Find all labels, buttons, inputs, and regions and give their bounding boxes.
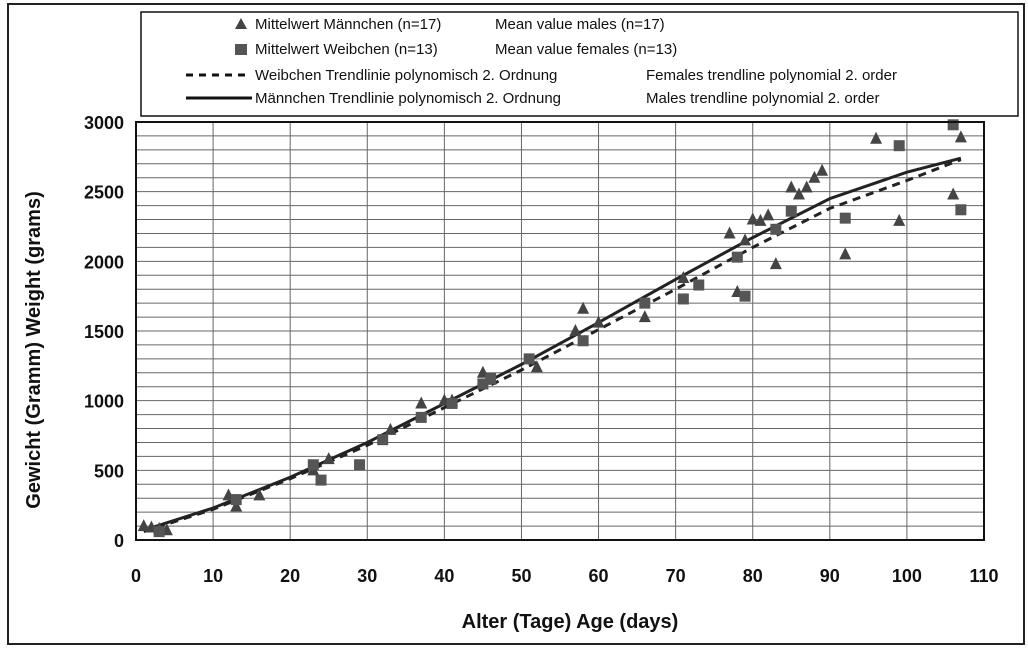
female-data-point	[485, 372, 497, 384]
plot-area: 0 10 20 30 40 50 60 70 80 90 100 110 0 500 1000 1500 20…	[84, 113, 999, 586]
female-data-point	[693, 279, 705, 291]
female-data-point	[677, 293, 689, 305]
female-data-point	[230, 494, 242, 506]
male-data-point	[870, 131, 883, 144]
legend-label-females-en: Mean value females (n=13)	[495, 41, 677, 58]
male-data-point	[739, 233, 752, 246]
legend-label-males-en: Mean value males (n=17)	[495, 16, 665, 33]
legend-label-males-de: Mittelwert Männchen (n=17)	[255, 16, 441, 33]
x-axis-label: Alter (Tage) Age (days)	[462, 611, 679, 633]
male-data-point	[677, 271, 690, 284]
male-data-point	[577, 301, 590, 314]
male-data-point	[754, 213, 767, 226]
female-data-point	[153, 526, 165, 538]
female-data-point	[354, 459, 366, 471]
female-data-point	[785, 205, 797, 217]
male-data-point	[800, 180, 813, 193]
male-data-point	[230, 499, 243, 512]
male-trendline	[143, 156, 962, 532]
y-tick-label: 2500	[84, 183, 124, 203]
x-tick-label: 10	[203, 566, 223, 586]
female-data-point	[415, 411, 427, 423]
female-data-point	[523, 353, 535, 365]
female-data-point	[639, 297, 651, 309]
female-data-point	[947, 119, 959, 131]
female-data-point	[731, 251, 743, 263]
legend-triangle-marker	[235, 18, 247, 29]
female-data-point	[577, 335, 589, 347]
female-data-point	[839, 212, 851, 224]
x-tick-label: 100	[892, 566, 922, 586]
y-tick-label: 500	[94, 461, 124, 481]
chart-frame	[7, 3, 1025, 645]
y-tick-labels: 0 500 1000 1500 2000 2500 3000	[84, 113, 124, 551]
male-data-point	[762, 208, 775, 221]
legend-label-male-trend-de: Männchen Trendlinie polynomisch 2. Ordnu…	[255, 90, 561, 107]
female-data-point	[893, 140, 905, 152]
legend-box	[140, 11, 1019, 117]
male-data-point	[137, 519, 150, 532]
male-data-point	[839, 247, 852, 260]
x-tick-label: 80	[743, 566, 763, 586]
female-data-point	[315, 474, 327, 486]
male-data-point	[785, 180, 798, 193]
male-data-point	[415, 396, 428, 409]
data-markers	[137, 119, 967, 538]
female-data-point	[770, 223, 782, 235]
y-tick-label: 3000	[84, 113, 124, 133]
male-data-point	[746, 212, 759, 225]
plot-border	[135, 121, 985, 541]
x-tick-labels: 0 10 20 30 40 50 60 70 80 90 100 110	[131, 566, 999, 586]
y-axis-label: Gewicht (Gramm) Weight (grams)	[23, 191, 45, 508]
male-data-point	[769, 257, 782, 270]
y-tick-label: 0	[114, 531, 124, 551]
male-data-point	[792, 187, 805, 200]
y-tick-label: 1500	[84, 322, 124, 342]
y-tick-label: 1000	[84, 392, 124, 412]
x-tick-label: 70	[666, 566, 686, 586]
male-data-point	[808, 170, 821, 183]
female-data-point	[377, 434, 389, 446]
male-data-point	[954, 130, 967, 143]
male-data-point	[253, 488, 266, 501]
x-tick-label: 30	[357, 566, 377, 586]
legend-label-females-de: Mittelwert Weibchen (n=13)	[255, 41, 438, 58]
male-data-point	[947, 187, 960, 200]
female-data-point	[477, 378, 489, 390]
trendlines	[143, 156, 962, 534]
y-tick-label: 2000	[84, 252, 124, 272]
male-data-point	[569, 324, 582, 336]
male-data-point	[893, 213, 906, 226]
male-data-point	[384, 422, 397, 435]
legend-label-female-trend-en: Females trendline polynomial 2. order	[646, 67, 897, 84]
male-data-point	[816, 163, 829, 176]
x-tick-label: 110	[969, 566, 998, 586]
x-tick-label: 60	[589, 566, 609, 586]
male-data-point	[723, 226, 736, 239]
male-data-point	[638, 310, 651, 323]
legend-label-male-trend-en: Males trendline polynomial 2. order	[646, 90, 879, 107]
x-tick-label: 90	[820, 566, 840, 586]
legend-square-marker	[235, 44, 247, 55]
legend-label-female-trend-de: Weibchen Trendlinie polynomisch 2. Ordnu…	[255, 67, 557, 84]
female-data-point	[307, 459, 319, 471]
x-tick-label: 0	[131, 566, 141, 586]
male-data-point	[592, 315, 605, 328]
female-data-point	[955, 204, 967, 216]
x-tick-label: 50	[511, 566, 531, 586]
male-data-point	[530, 360, 543, 373]
x-tick-label: 20	[280, 566, 300, 586]
x-tick-label: 40	[434, 566, 454, 586]
female-data-point	[739, 290, 751, 302]
legend: Mittelwert Männchen (n=17) Mean value ma…	[140, 11, 1019, 117]
male-data-point	[322, 452, 335, 465]
female-data-point	[446, 397, 458, 409]
